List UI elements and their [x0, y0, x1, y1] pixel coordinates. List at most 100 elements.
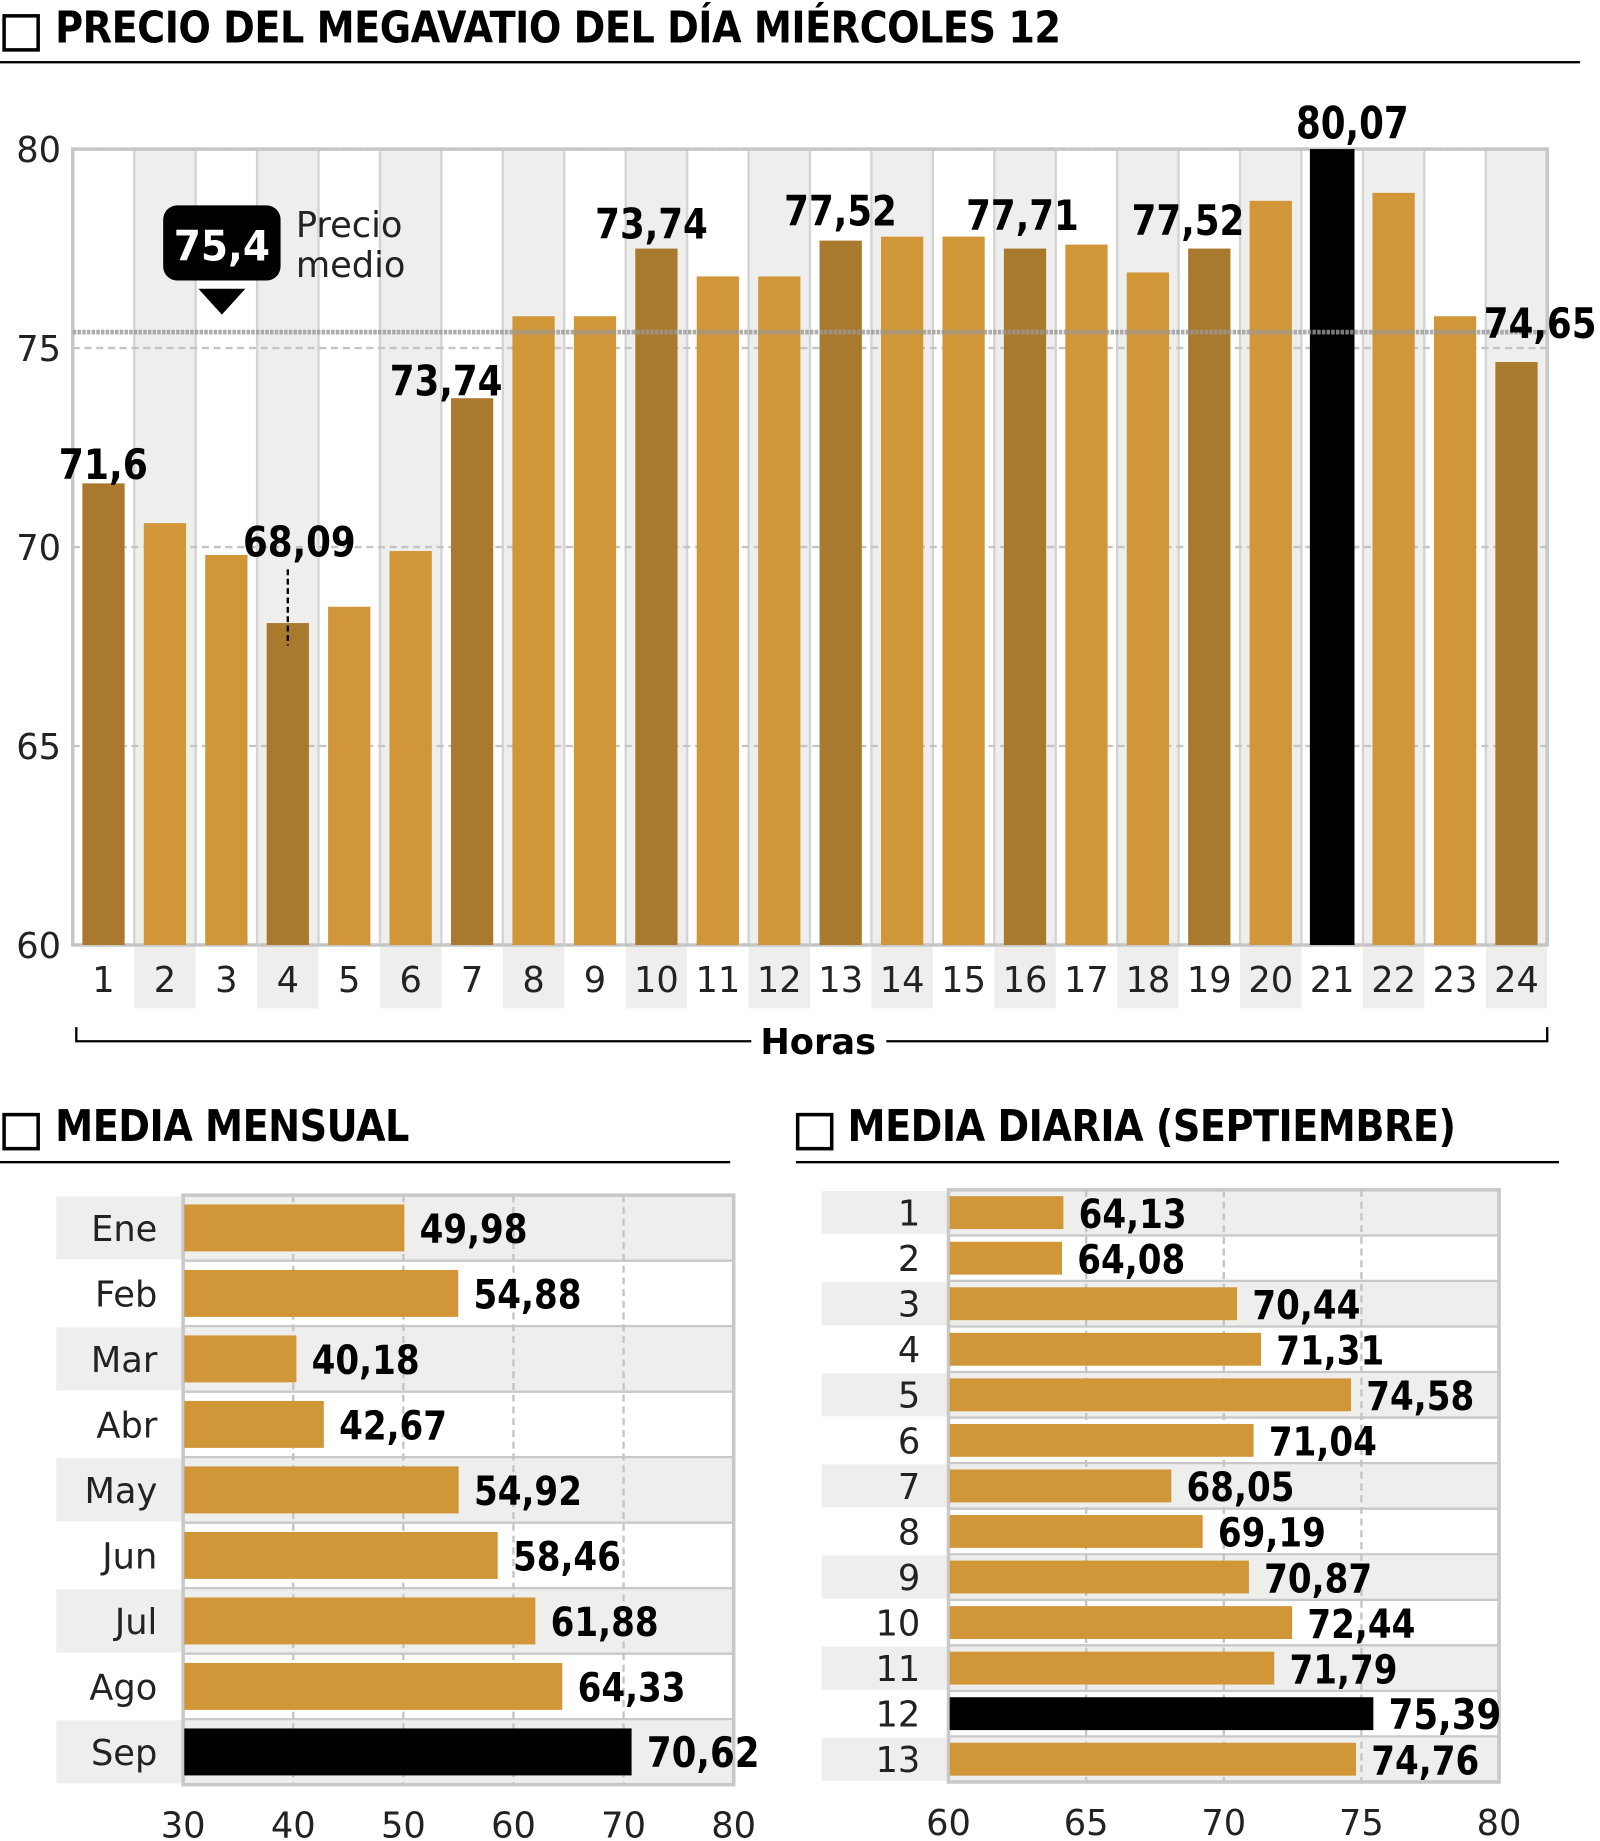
- daily-average-chart: 60 65 70 75 80 1 64,13 2 64,08 3 70,44 4 71,31 5 74,58…: [821, 1188, 1522, 1841]
- bar-Ene: [184, 1204, 405, 1252]
- x-tick-label: 9: [584, 960, 606, 1001]
- value-label: 74,76: [1371, 1738, 1479, 1784]
- x-label-band: [1362, 944, 1425, 1009]
- x-tick-label: 13: [818, 960, 863, 1001]
- bar-hour-9: [573, 316, 617, 945]
- x-tick-label: 50: [381, 1806, 426, 1841]
- x-tick-label: 8: [522, 960, 544, 1001]
- x-tick-label: 40: [271, 1806, 316, 1841]
- x-tick-label: 12: [757, 960, 802, 1001]
- x-label-band: [871, 944, 933, 1009]
- category-label: 5: [898, 1376, 920, 1417]
- x-label-band: [1485, 944, 1548, 1009]
- bar-7: [949, 1469, 1172, 1503]
- bar-1: [949, 1196, 1064, 1230]
- x-tick-label: 80: [1477, 1803, 1522, 1841]
- x-label-band: [625, 944, 688, 1009]
- bar-hour-19: [1188, 248, 1231, 945]
- bar-2: [949, 1241, 1062, 1275]
- bar-hour-21: [1309, 149, 1355, 945]
- value-label: 61,88: [551, 1600, 659, 1646]
- bar-8: [949, 1515, 1203, 1548]
- bar-hour-14: [881, 236, 924, 945]
- bar-hour-11: [696, 276, 739, 945]
- x-tick-label: 70: [1201, 1803, 1246, 1841]
- bar-Abr: [184, 1400, 324, 1448]
- mean-label: medio: [296, 245, 406, 286]
- bar-hour-15: [942, 236, 985, 945]
- x-tick-label: 75: [1339, 1803, 1384, 1841]
- bar-Ago: [184, 1662, 563, 1710]
- value-label: 49,98: [420, 1207, 528, 1253]
- category-label: 6: [898, 1421, 920, 1462]
- value-label: 40,18: [312, 1338, 420, 1384]
- x-tick-label: 4: [277, 960, 299, 1001]
- x-tick-label: 30: [161, 1806, 206, 1841]
- x-label-band: [1117, 944, 1179, 1009]
- category-label: Jul: [113, 1602, 157, 1643]
- bar-hour-22: [1372, 192, 1415, 945]
- bar-hour-3: [205, 554, 248, 945]
- bar-hour-16: [1003, 248, 1047, 945]
- category-label: 13: [876, 1740, 921, 1781]
- x-label-band: [1240, 944, 1302, 1009]
- bar-hour-7: [450, 398, 494, 945]
- bar-hour-2: [143, 523, 187, 945]
- x-tick-label: 6: [399, 960, 421, 1001]
- x-axis-title: Horas: [760, 1022, 876, 1063]
- x-tick-label: 3: [215, 960, 237, 1001]
- value-label: 75,39: [1389, 1690, 1502, 1739]
- category-label: Mar: [91, 1340, 158, 1381]
- value-label: 69,19: [1218, 1511, 1326, 1557]
- x-label-band: [748, 944, 810, 1009]
- x-label-band: [257, 944, 319, 1009]
- y-tick-label: 70: [16, 528, 61, 569]
- data-label: 77,52: [1132, 196, 1245, 245]
- category-label: 7: [898, 1467, 920, 1508]
- value-label: 54,88: [474, 1273, 582, 1319]
- category-label: Jun: [100, 1536, 157, 1577]
- x-tick-label: 23: [1433, 960, 1478, 1001]
- x-tick-label: 5: [338, 960, 360, 1001]
- category-label: Feb: [95, 1274, 157, 1315]
- axis-bracket: [75, 1027, 1549, 1043]
- value-label: 64,33: [578, 1666, 686, 1712]
- x-tick-label: 1: [92, 960, 114, 1001]
- category-label: 2: [898, 1239, 920, 1280]
- square-bullet-icon: [2, 14, 40, 52]
- bar-Feb: [184, 1269, 459, 1317]
- data-label: 73,74: [595, 199, 708, 248]
- main-chart-title: PRECIO DEL MEGAVATIO DEL DÍA MIÉRCOLES 1…: [55, 2, 1061, 53]
- down-arrow-icon: [198, 288, 246, 315]
- mean-badge-value: 75,4: [174, 222, 270, 271]
- value-label: 71,31: [1276, 1329, 1384, 1375]
- bar-4: [949, 1332, 1262, 1366]
- bar-hour-5: [328, 606, 371, 945]
- y-tick-label: 65: [16, 727, 61, 768]
- bar-hour-1: [82, 483, 125, 945]
- data-label: 71,6: [59, 440, 148, 489]
- bar-hour-23: [1433, 316, 1477, 945]
- mean-badge: [163, 205, 281, 281]
- value-label: 70,87: [1264, 1556, 1372, 1602]
- plot-frame: [181, 1193, 736, 1787]
- value-label: 74,58: [1366, 1374, 1474, 1420]
- x-tick-label: 15: [941, 960, 986, 1001]
- square-bullet-icon: [795, 1112, 834, 1151]
- y-tick-label: 75: [16, 329, 61, 370]
- title-underline: [0, 1160, 731, 1164]
- bar-13: [949, 1742, 1356, 1776]
- x-tick-label: 21: [1310, 960, 1355, 1001]
- row-band: [56, 1327, 734, 1391]
- category-label: 1: [898, 1194, 920, 1235]
- bar-3: [949, 1287, 1238, 1321]
- category-label: Sep: [91, 1733, 157, 1774]
- category-label: Abr: [96, 1405, 157, 1446]
- x-label-band: [379, 944, 442, 1009]
- bar-12: [949, 1697, 1374, 1731]
- x-tick-label: 65: [1064, 1803, 1109, 1841]
- value-label: 58,46: [513, 1535, 621, 1581]
- bar-May: [184, 1466, 459, 1514]
- bar-hour-12: [758, 276, 801, 945]
